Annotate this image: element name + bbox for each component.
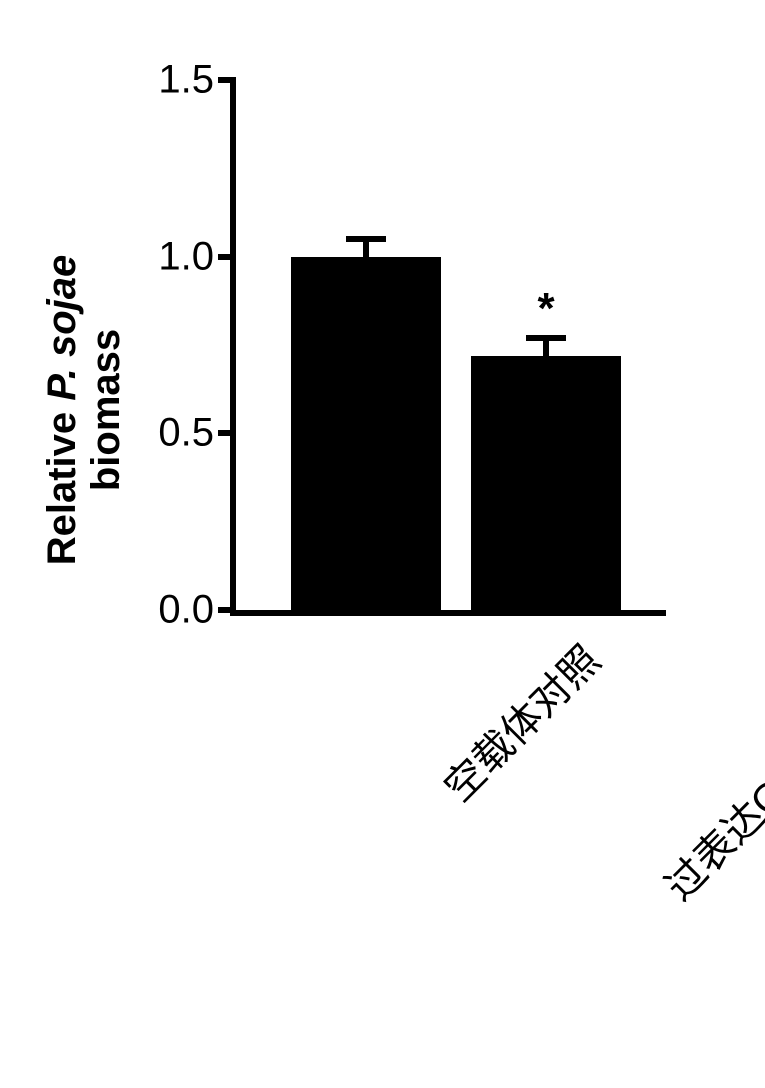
- ylabel-line1-pre: Relative: [40, 401, 84, 566]
- y-tick-label: 0.0: [158, 588, 214, 633]
- y-tick-label: 1.0: [158, 234, 214, 279]
- x-tick-label: 空载体对照: [429, 630, 611, 812]
- chart-container: Relative P. sojae biomass * 0.00.51.01.5…: [40, 20, 740, 1070]
- ylabel-line2: biomass: [84, 329, 128, 491]
- ylabel-line1-italic: P. sojae: [40, 255, 84, 401]
- y-tick: [218, 607, 236, 613]
- error-cap: [526, 335, 566, 341]
- x-tick-label: 过表达GmAP1根毛: [650, 630, 765, 911]
- y-tick: [218, 77, 236, 83]
- significance-marker: *: [537, 284, 554, 334]
- y-axis-label: Relative P. sojae biomass: [40, 160, 128, 660]
- y-tick: [218, 254, 236, 260]
- y-tick-label: 1.5: [158, 58, 214, 103]
- y-tick-label: 0.5: [158, 411, 214, 456]
- y-tick: [218, 430, 236, 436]
- bars-group: *: [236, 80, 666, 610]
- bar: [471, 356, 621, 610]
- plot-area: * 0.00.51.01.5: [230, 80, 666, 616]
- bar: [291, 257, 441, 610]
- error-cap: [346, 236, 386, 242]
